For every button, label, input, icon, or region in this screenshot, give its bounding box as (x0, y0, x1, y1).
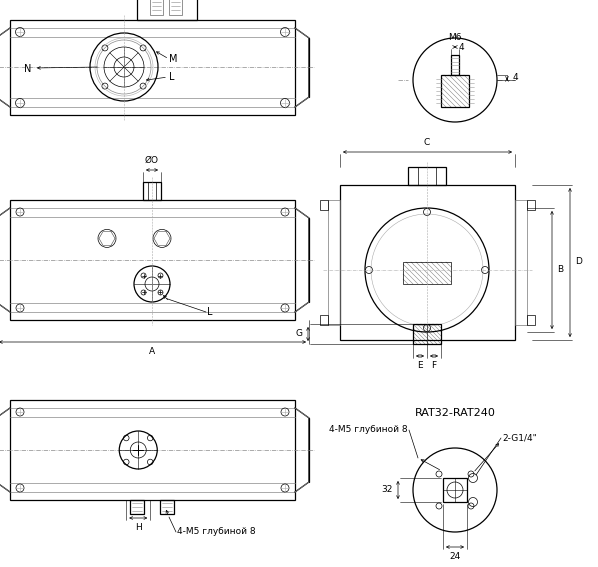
Text: 4: 4 (513, 73, 518, 82)
Bar (451, 55, 459, 75)
Bar (340, 185, 515, 340)
Text: F: F (431, 361, 437, 370)
Text: D: D (575, 257, 582, 266)
Bar (160, 500, 174, 514)
Text: N: N (25, 64, 32, 74)
Text: 4-M5 глубиной 8: 4-M5 глубиной 8 (177, 527, 255, 536)
Bar (320, 315, 328, 325)
Text: 2-G1/4": 2-G1/4" (502, 434, 537, 442)
Text: B: B (557, 265, 563, 274)
Text: A: A (149, 347, 155, 356)
Bar (10, 20, 295, 115)
Bar (150, 0, 163, 15)
Bar (408, 167, 446, 185)
Text: C: C (424, 138, 430, 147)
Text: ØO: ØO (145, 156, 159, 165)
Bar (320, 200, 328, 210)
Bar (527, 200, 535, 210)
Bar (413, 324, 441, 344)
Bar (137, 0, 197, 20)
Bar (169, 0, 182, 15)
Text: M: M (169, 54, 178, 64)
Text: RAT32-RAT240: RAT32-RAT240 (414, 408, 495, 418)
Bar (527, 315, 535, 325)
Bar (143, 182, 161, 200)
Bar (443, 478, 467, 502)
Text: L: L (169, 72, 175, 82)
Text: 24: 24 (449, 552, 460, 561)
Bar (10, 400, 295, 500)
Text: H: H (135, 523, 142, 532)
Text: L: L (207, 307, 212, 317)
Text: 4-M5 глубиной 8: 4-M5 глубиной 8 (329, 425, 408, 434)
Text: 4: 4 (459, 44, 465, 53)
Text: M6: M6 (448, 33, 462, 42)
Text: G: G (296, 329, 303, 338)
Bar (328, 200, 340, 325)
Bar (515, 200, 527, 325)
Bar (130, 500, 144, 514)
Text: 32: 32 (382, 485, 393, 494)
Text: E: E (417, 361, 423, 370)
Bar (441, 75, 469, 107)
Bar (403, 262, 451, 284)
Bar (10, 200, 295, 320)
